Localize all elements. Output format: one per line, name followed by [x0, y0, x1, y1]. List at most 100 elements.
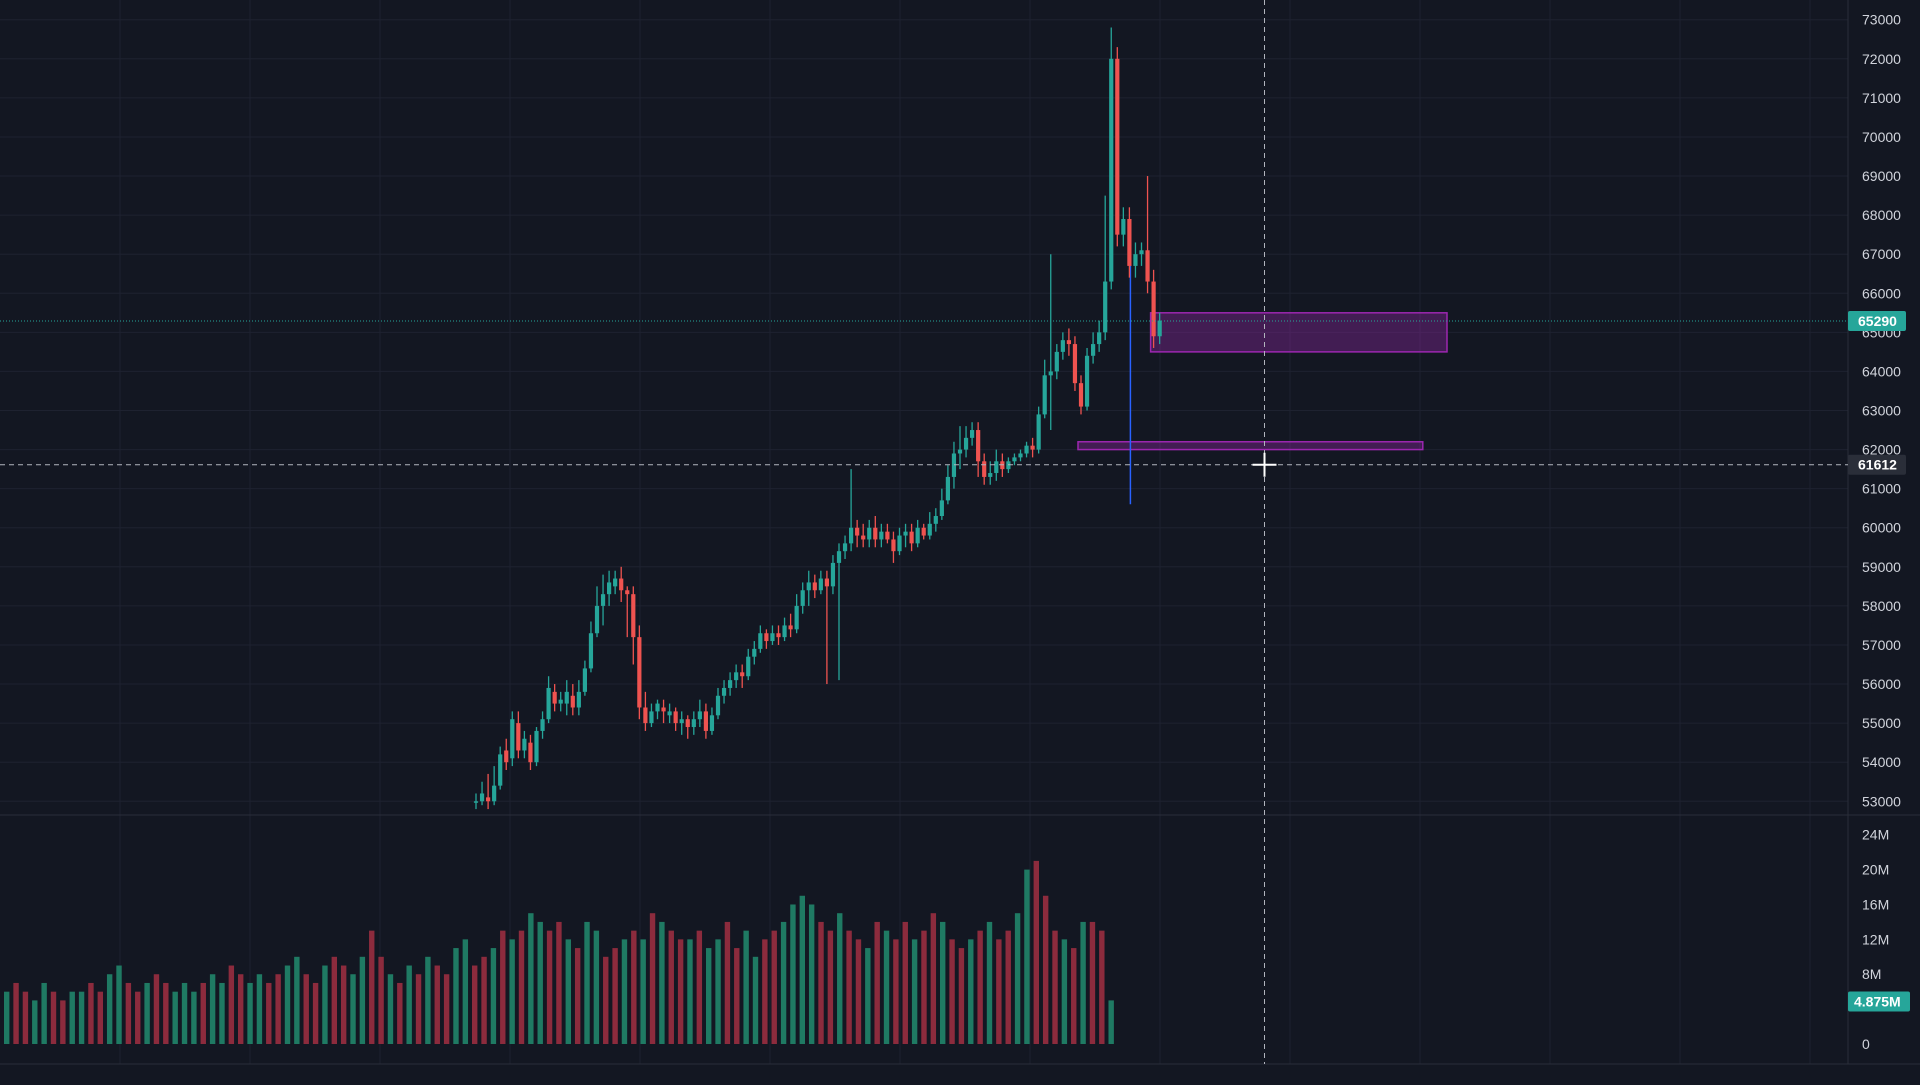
price-tick-label: 58000	[1862, 598, 1901, 614]
candle-body	[927, 523, 932, 536]
last-volume-label: 4.875M	[1854, 993, 1901, 1009]
volume-bar	[331, 956, 337, 1044]
candle-body	[885, 531, 890, 540]
volume-bar	[649, 913, 656, 1044]
candle-body	[558, 699, 563, 704]
candle-body	[649, 711, 654, 724]
candle-body	[1115, 58, 1120, 235]
volume-bar	[350, 974, 356, 1044]
last-price-label: 65290	[1858, 313, 1897, 329]
price-tick-label: 63000	[1862, 403, 1901, 419]
candle-body	[516, 723, 521, 751]
volume-bar	[1089, 921, 1096, 1044]
candle-body	[963, 437, 969, 450]
volume-bar	[631, 930, 637, 1044]
candle-body	[764, 633, 769, 642]
candle-body	[534, 730, 539, 763]
volume-bar	[256, 974, 263, 1044]
price-tick-label: 64000	[1862, 363, 1901, 379]
volume-bar	[481, 956, 487, 1044]
candle-body	[473, 801, 479, 803]
volume-bar	[172, 991, 178, 1044]
volume-axis[interactable]: 24M 20M 16M 12M 8M 0	[1862, 827, 1889, 1052]
volume-tick-label: 12M	[1862, 931, 1889, 947]
volume-bar	[865, 948, 871, 1044]
volume-bar	[209, 974, 216, 1044]
crosshair-price-label: 61612	[1858, 457, 1897, 473]
price-tick-label: 61000	[1862, 481, 1901, 497]
volume-bar	[677, 939, 684, 1044]
volume-bar	[238, 974, 244, 1044]
candle-body	[697, 711, 702, 720]
candle-body	[758, 633, 763, 649]
volume-bar	[387, 974, 394, 1044]
volume-tick-label: 16M	[1862, 896, 1889, 912]
volume-bar	[219, 982, 225, 1044]
volume-bar	[294, 956, 300, 1044]
volume-bar	[60, 1000, 66, 1044]
last-volume-badge	[1848, 991, 1910, 1012]
price-tick-label: 73000	[1862, 12, 1901, 28]
volume-bar	[434, 965, 440, 1044]
candle-body	[1097, 332, 1102, 345]
price-axis[interactable]: 73000 72000 71000 70000 69000 68000 67000 66000…	[1862, 12, 1901, 810]
volume-bar	[902, 921, 908, 1044]
candle-body	[957, 449, 963, 454]
candle-body	[939, 500, 944, 517]
candle-body	[728, 680, 733, 688]
candle-body	[588, 633, 594, 669]
candle-body	[800, 590, 805, 606]
volume-bar	[565, 939, 571, 1044]
candle-body	[709, 715, 715, 731]
volume-bar	[1071, 948, 1077, 1044]
volume-bar	[200, 982, 206, 1044]
candle-body	[879, 531, 884, 540]
volume-bar	[1005, 930, 1011, 1044]
volume-bar	[228, 965, 235, 1044]
volume-bar	[1099, 930, 1105, 1044]
candle-body	[988, 473, 993, 477]
volume-bar	[397, 982, 403, 1044]
candle-body	[921, 527, 926, 536]
candle-body	[582, 668, 587, 692]
volume-bar	[883, 930, 890, 1044]
volume-bar	[593, 930, 600, 1044]
volume-bar	[1024, 869, 1030, 1044]
candle-body	[703, 711, 708, 731]
volume-bar	[406, 965, 412, 1044]
candle-body	[812, 582, 817, 591]
candle-body	[600, 594, 606, 606]
price-tick-label: 70000	[1862, 129, 1901, 145]
candle-body	[945, 476, 950, 501]
volume-bar	[687, 939, 693, 1044]
price-tick-label: 57000	[1862, 637, 1901, 653]
price-tick-label: 72000	[1862, 51, 1901, 67]
volume-bar	[78, 991, 85, 1044]
candles	[473, 27, 1162, 810]
volume-bar	[949, 939, 955, 1044]
volume-bar	[163, 982, 169, 1044]
candle-body	[1109, 58, 1114, 282]
candle-body	[721, 687, 727, 696]
candle-body	[1018, 453, 1023, 458]
candle-body	[855, 527, 860, 536]
volume-bar	[303, 974, 309, 1044]
zone-box	[1149, 312, 1448, 353]
candle-body	[1121, 219, 1126, 235]
candle-body	[504, 750, 509, 763]
volume-bar	[312, 982, 319, 1044]
candle-body	[625, 590, 630, 595]
candle-body	[552, 691, 557, 704]
candle-body	[570, 695, 575, 708]
candle-body	[788, 625, 793, 630]
crosshair	[0, 0, 1848, 1064]
volume-bar	[930, 913, 937, 1044]
volume-bar	[603, 956, 609, 1044]
volume-bar	[837, 913, 843, 1044]
candle-body	[891, 539, 896, 552]
candle-body	[982, 461, 987, 477]
volume-bar	[322, 965, 328, 1044]
candle-body	[673, 711, 678, 724]
